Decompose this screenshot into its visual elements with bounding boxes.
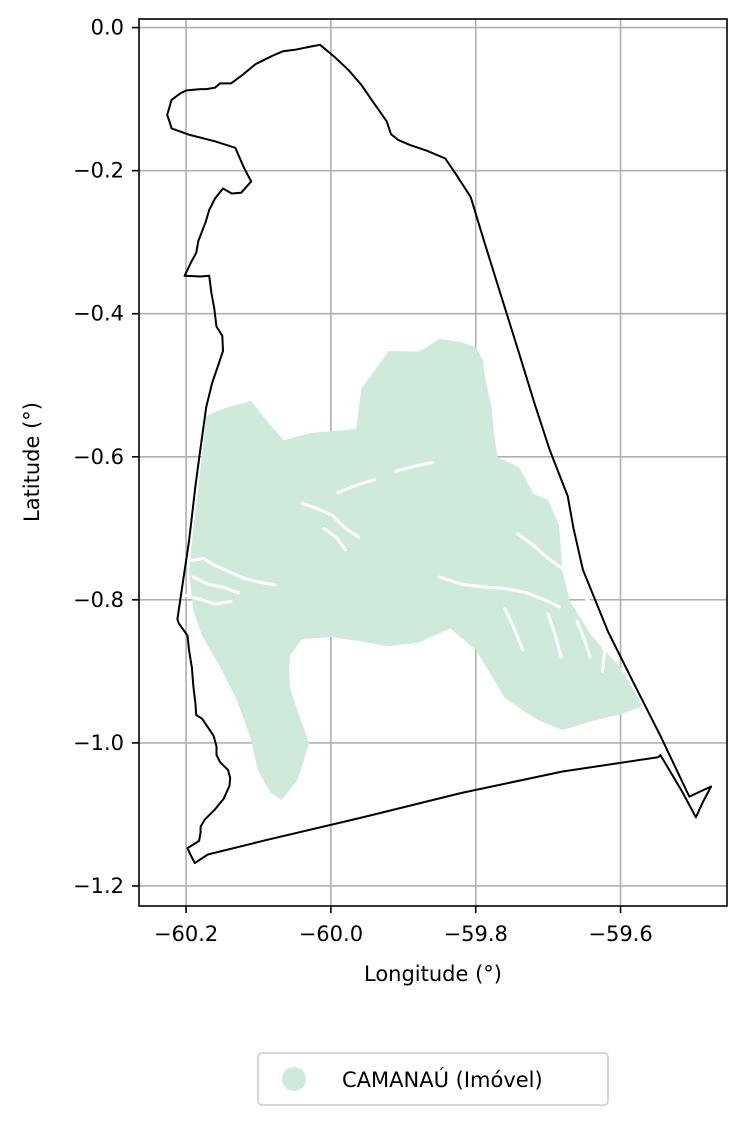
legend: CAMANAÚ (Imóvel) (257, 1052, 609, 1106)
y-tick-label: −1.0 (73, 731, 124, 755)
river-channel (177, 551, 276, 587)
river-channel (336, 478, 376, 494)
y-tick-label: 0.0 (91, 16, 124, 40)
x-tick-label: −60.0 (299, 922, 363, 946)
legend-label-camanau: CAMANAÚ (Imóvel) (342, 1067, 543, 1092)
y-tick-label: −0.6 (73, 445, 124, 469)
x-tick-label: −59.8 (444, 922, 508, 946)
river-channel (438, 575, 562, 609)
property-area-layer (177, 338, 643, 801)
river-channel (597, 632, 607, 673)
river-channel (503, 606, 525, 652)
y-axis-label: Latitude (°) (20, 402, 44, 522)
region-boundary (166, 43, 713, 865)
property-area-camanau (189, 338, 643, 801)
river-channel (394, 461, 434, 473)
river-channel (184, 594, 233, 606)
river-channel (322, 526, 347, 552)
y-tick-label: −0.4 (73, 302, 124, 326)
boundary-layer (166, 43, 713, 865)
x-tick-label: −60.2 (154, 922, 218, 946)
river-channel (191, 575, 240, 595)
legend-marker-camanau (282, 1067, 306, 1091)
x-axis-label: Longitude (°) (364, 962, 502, 986)
legend-box (257, 1052, 609, 1106)
y-tick-label: −0.8 (73, 588, 124, 612)
river-channel (575, 619, 592, 659)
y-axis-ticks: 0.0 −0.2 −0.4 −0.6 −0.8 −1.0 −1.2 (73, 16, 139, 898)
river-channel (300, 501, 360, 539)
river-channel (516, 532, 619, 656)
plot-frame (138, 18, 728, 907)
y-tick-label: −0.2 (73, 159, 124, 183)
x-axis-ticks: −60.2 −60.0 −59.8 −59.6 (154, 906, 653, 946)
river-channel (546, 612, 563, 659)
x-tick-label: −59.6 (588, 922, 652, 946)
y-tick-label: −1.2 (73, 874, 124, 898)
